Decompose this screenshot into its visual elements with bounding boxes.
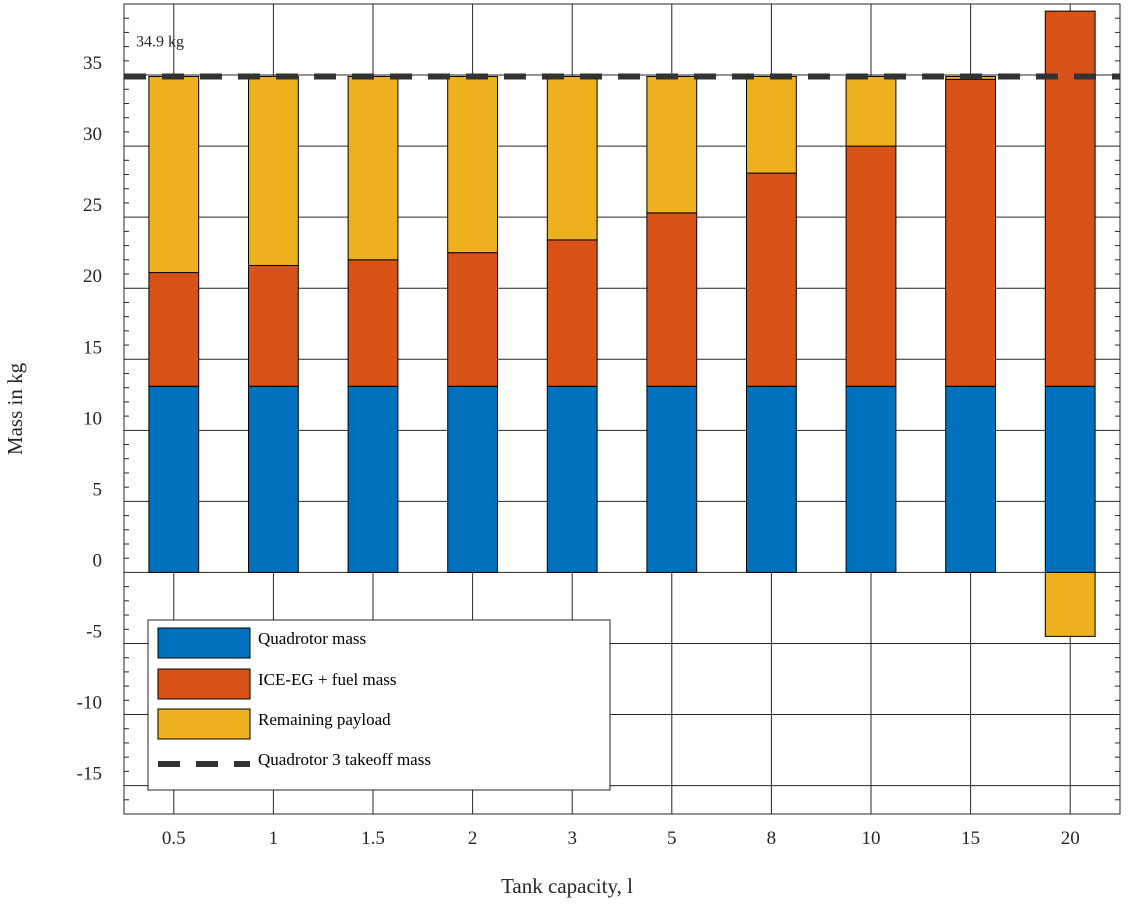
bars [148, 10, 1096, 637]
legend-swatch-1 [157, 627, 251, 659]
bar-segment-1-9 [945, 385, 997, 573]
bar-segment-3-4 [447, 75, 499, 254]
plot-frame [123, 3, 1121, 815]
legend-label-4: Quadrotor 3 takeoff mass [258, 750, 431, 769]
bar-segment-3-2 [248, 75, 299, 266]
bar-segment-2-3 [347, 259, 399, 387]
x-tick-label: 10 [862, 828, 881, 849]
y-tick-labels: -15 -10 -5 0 5 10 15 20 25 30 35 40 [77, 0, 102, 785]
x-tick-label: 1.5 [361, 828, 385, 849]
y-tick-label: 30 [83, 124, 102, 145]
x-tick-label: 8 [767, 828, 777, 849]
y-tick-label: 15 [83, 337, 102, 358]
y-tick-label: 5 [93, 479, 103, 500]
x-tick-label: 1 [269, 828, 279, 849]
y-tick-label: 10 [83, 408, 102, 429]
bar-segment-3-8 [845, 75, 897, 147]
y-tick-label: -10 [77, 693, 102, 714]
bar-segment-1-3 [347, 385, 399, 573]
legend-swatch-2 [157, 668, 251, 700]
bar-segment-1-5 [546, 385, 598, 573]
bar-segment-2-9 [945, 78, 997, 387]
takeoff-mass-annotation: 34.9 kg [136, 33, 184, 50]
legend-swatch-3 [157, 708, 251, 740]
bar-segment-1-6 [646, 385, 698, 573]
bar-segment-1-2 [248, 385, 299, 573]
x-tick-labels: 0.5 1 1.5 2 3 5 8 10 15 20 [162, 828, 1080, 849]
bar-segment-3-3 [347, 75, 399, 261]
bar-segment-2-1 [148, 272, 200, 387]
y-tick-label: 40 [83, 0, 102, 3]
bar-segment-2-6 [646, 212, 698, 387]
bar-segment-3-7 [746, 75, 797, 174]
bar-segment-1-1 [148, 385, 200, 573]
bar-segment-2-10 [1044, 10, 1096, 387]
x-axis-title: Tank capacity, l [501, 874, 633, 898]
legend-label-3: Remaining payload [258, 710, 391, 729]
bar-segment-2-8 [845, 145, 897, 387]
x-tick-label: 15 [961, 828, 980, 849]
legend-label-1: Quadrotor mass [258, 629, 366, 648]
x-tick-label: 0.5 [162, 828, 186, 849]
bar-segment-2-5 [546, 239, 598, 387]
y-tick-label: 35 [83, 53, 102, 74]
x-tick-label: 5 [667, 828, 677, 849]
bar-segment-3-6 [646, 75, 698, 214]
y-tick-label: 20 [83, 266, 102, 287]
x-tick-label: 3 [567, 828, 577, 849]
bar-segment-2-7 [746, 172, 797, 387]
legend: Quadrotor mass ICE-EG + fuel mass Remainin… [147, 619, 611, 791]
y-tick-label: 25 [83, 195, 102, 216]
y-tick-label: -15 [77, 764, 102, 785]
bar-segment-1-10 [1044, 385, 1096, 573]
bar-segment-2-2 [248, 264, 299, 387]
bar-segment-3-5 [546, 75, 598, 241]
x-tick-label: 20 [1061, 828, 1080, 849]
bar-segment-1-7 [746, 385, 797, 573]
bar-segment-3-10 [1044, 571, 1096, 637]
y-tick-label: -5 [86, 621, 102, 642]
bar-segment-2-4 [447, 252, 499, 387]
bar-segment-1-4 [447, 385, 499, 573]
bar-segment-3-1 [148, 75, 200, 274]
y-tick-label: 0 [93, 550, 103, 571]
bar-segment-1-8 [845, 385, 897, 573]
x-tick-label: 2 [468, 828, 478, 849]
y-axis-title: Mass in kg [3, 362, 27, 455]
legend-label-2: ICE-EG + fuel mass [258, 670, 396, 689]
